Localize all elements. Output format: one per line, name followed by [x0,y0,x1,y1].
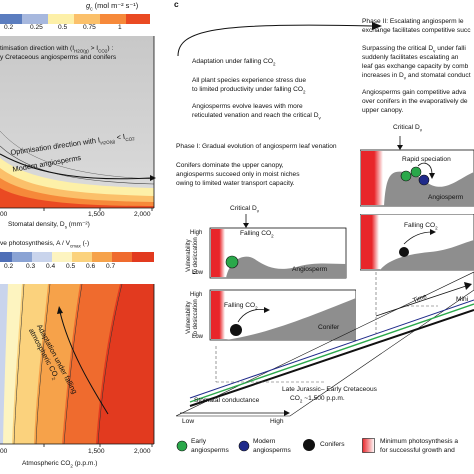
colorbar-a-label: gc (mol m⁻² s⁻¹) [86,1,139,13]
colorbar-b-tick: 0.5 [66,263,76,270]
left-bottom-falling-co2: Falling CO2 [224,302,258,311]
x-axis-low: Low [182,418,195,425]
left-top-angiosperm: Angiosperm [292,266,328,273]
colorbar-b-tick: 0.3 [26,263,36,270]
phase1-label: Phase I: Gradual evolution of angiosperm… [176,143,337,150]
panel-a-note-line2: y Cretaceous angiosperms and conifers [0,54,117,61]
adaptation-text: Adaptation under falling CO2 [192,58,276,67]
legend-marker-conifers [303,439,315,451]
colorbar-b-tick: 0.2 [4,263,14,270]
x-axis-arrow [180,410,290,416]
legend-early-line1: Early [191,438,207,445]
heatmap-b [0,284,155,447]
middle-falling-co2: Falling CO2 [404,222,438,231]
angio-line2: reticulated venation and reach the criti… [192,112,321,121]
panel-b-xtick: 00 [0,448,8,455]
y-high-bottom: High [190,292,203,298]
left-bottom-box [209,289,356,341]
stress-line1: All plant species experience stress due [192,77,306,84]
critical-dv-left: Critical Dv [230,205,259,214]
colorbar-a-tick: 1 [118,24,122,31]
panel-b-xtick: 2,000 [134,448,151,455]
rapid-speciation-label: Rapid speciation [402,156,451,163]
base-plane [176,271,474,417]
angio-line1: Angiosperms evolve leaves with more [192,103,303,110]
gain-line1: Angiosperms gain competitive adva [362,89,467,96]
legend-min-line2: for successful growth and [380,447,455,454]
panel-a-xtick: 2,000 [134,211,151,218]
conifer-line3: owing to limited water transport capacit… [176,180,295,187]
colorbar-b-tick: 0.4 [46,263,56,270]
legend-min-line1: Minimum photosynthesis a [380,438,459,445]
panel-a-xlabel: Stomatal density, Ds (mm⁻²) [8,221,90,230]
late-jurassic-line1: Late Jurassic– Early Cretaceous [282,386,377,393]
heatmap-a [0,36,156,211]
y-low-bottom: Low [192,334,204,340]
legend-marker-modern [238,440,250,452]
surpass-line3: leaf gas exchange capacity by comb [362,63,469,70]
legend: Early angiosperms Modern angiosperms Con… [176,436,474,472]
panel-a: gc (mol m⁻² s⁻¹) 0.2 0.25 0.5 0.75 1 [0,0,160,230]
left-top-box [209,214,347,279]
y-low-top: Low [192,270,204,276]
colorbar-b-label: ve photosynthesis, A / Vcmax (-) [0,240,90,249]
colorbar-a-tick: 0.75 [83,24,96,31]
colorbar-a [0,14,150,24]
panel-a-xtick: 1,500 [88,211,105,218]
panel-b-xlabel: Atmospheric CO2 (p.p.m.) [22,460,98,469]
colorbar-a-tick: 0.5 [58,24,68,31]
colorbar-b-tick: 0.7 [106,263,116,270]
left-top-falling-co2: Falling CO2 [240,230,274,239]
colorbar-b [0,252,154,262]
conifer-line1: Conifers dominate the upper canopy, [176,162,284,169]
panel-c-letter: c [174,0,179,9]
surpass-line1: Surpassing the critical Dv under falli [362,45,466,54]
middle-box [360,214,474,271]
phase2-line2: exchange facilitates competitive succ [362,27,471,34]
colorbar-a-tick: 0.25 [30,24,43,31]
y-high-top: High [190,230,203,236]
panel-a-note-line1: timisation direction with (IH2O(g) > ICO… [0,45,114,54]
legend-marker-early [176,440,188,452]
gain-line2: over conifers in the evaporatively de [362,98,468,105]
panel-b: ve photosynthesis, A / Vcmax (-) 0.2 0.3… [0,238,160,474]
surpass-line2: suddenly facilitates escalating an [362,54,459,61]
legend-modern-line2: angiosperms [253,447,291,454]
stress-line2: to limited productivity under falling CO… [192,86,306,95]
legend-marker-min [362,438,375,453]
critical-dv-top: Critical Dv [393,124,422,133]
late-jurassic-line2: CO2 ~1,500 p.p.m. [290,395,345,404]
left-bottom-conifer: Conifer [318,324,340,331]
colorbar-b-tick: 0.6 [86,263,96,270]
phase2-box [360,136,474,207]
surpass-line4: increases in Dv and stomatal conduct [362,72,471,81]
gain-line3: upper canopy. [362,107,404,114]
angiosperm-box-label: Angiosperm [428,194,464,201]
timeline-arrow [177,22,382,57]
panel-b-xtick: 1,500 [88,448,105,455]
mini-label: Mini [456,296,469,303]
colorbar-a-tick: 0.2 [4,24,14,31]
legend-conifers: Conifers [320,441,345,448]
x-axis-high: High [270,418,284,425]
phase2-line1: Phase II: Escalating angiosperm le [362,18,464,25]
x-axis-label: Stomatal conductance [194,397,260,404]
legend-modern-line1: Modern [253,438,276,445]
legend-early-line2: angiosperms [191,447,229,454]
panel-a-xtick: 00 [0,211,8,218]
conifer-line2: angiosperms succeed only in moist niches [176,171,300,178]
